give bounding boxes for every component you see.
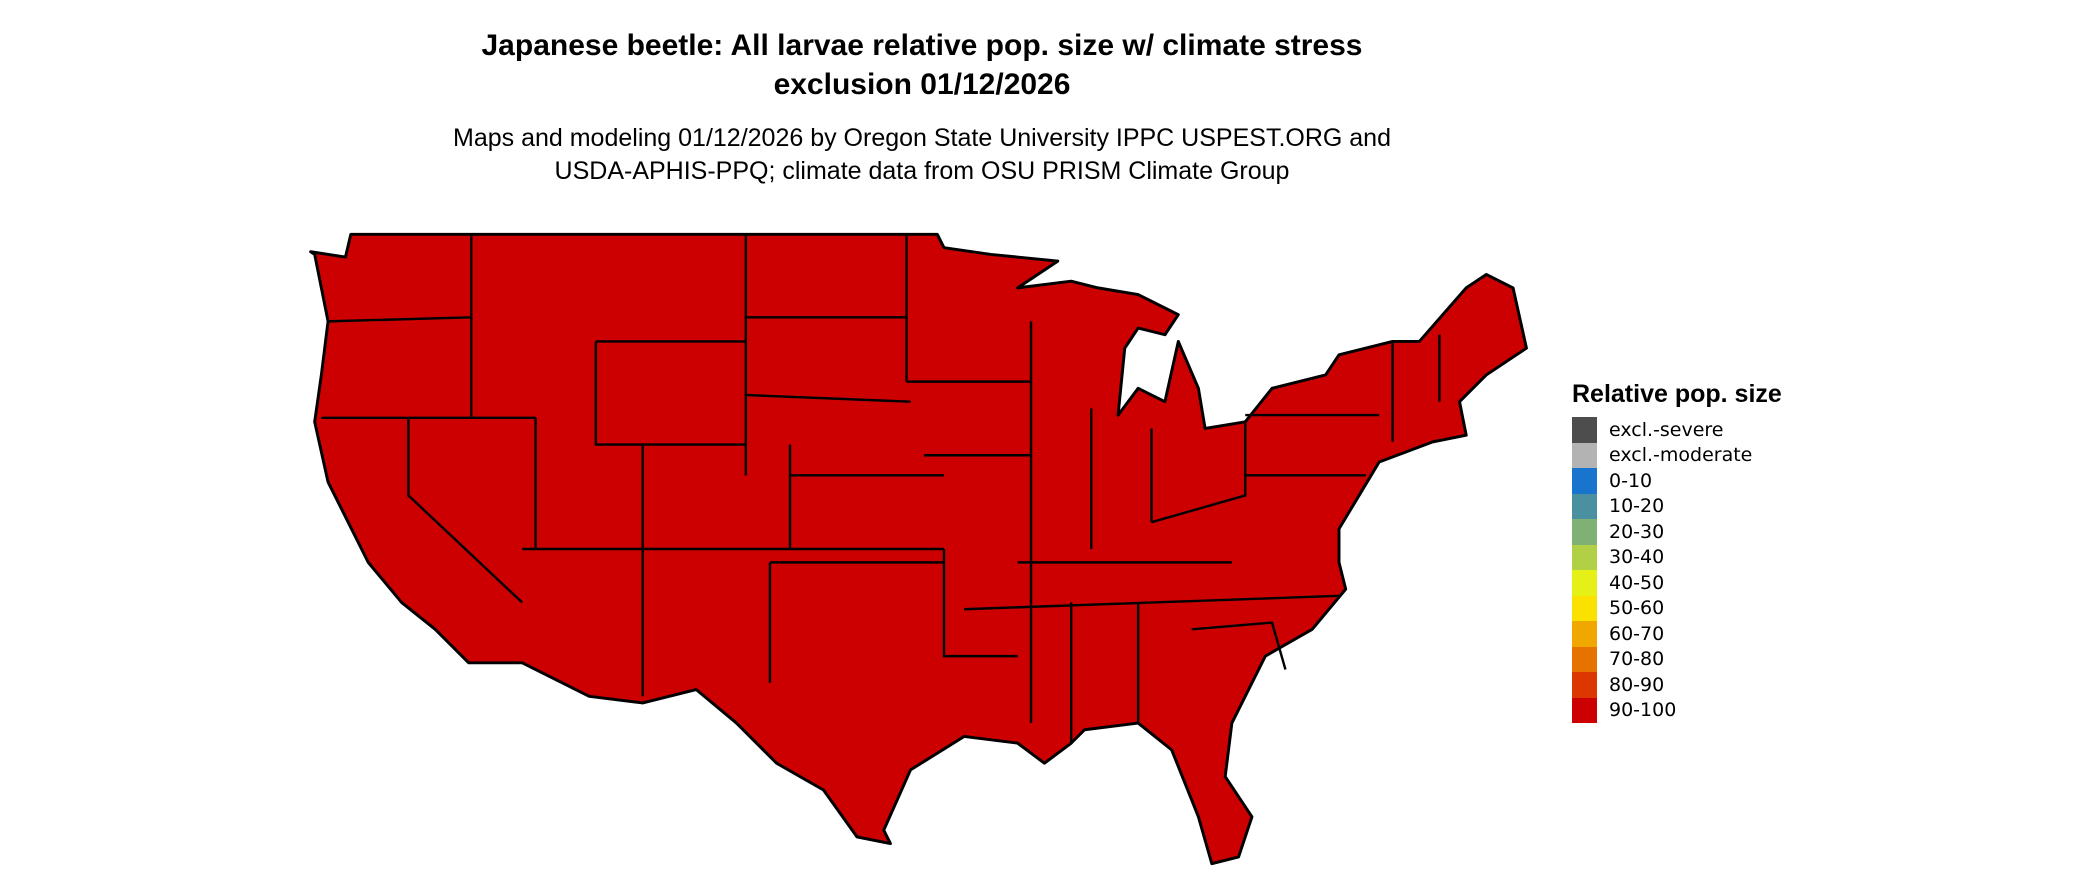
- legend-item: 30-40: [1572, 544, 1782, 570]
- legend-item: excl.-moderate: [1572, 442, 1782, 468]
- legend-item: 40-50: [1572, 570, 1782, 596]
- legend-item: 90-100: [1572, 697, 1782, 723]
- legend-label: 0-10: [1609, 469, 1653, 492]
- legend-swatch: [1572, 468, 1597, 494]
- legend-label: 20-30: [1609, 520, 1665, 543]
- legend-swatch: [1572, 417, 1597, 443]
- legend-swatch: [1572, 672, 1597, 698]
- map-title: Japanese beetle: All larvae relative pop…: [0, 26, 1844, 104]
- title-line-2: exclusion 01/12/2026: [773, 68, 1071, 101]
- legend-title: Relative pop. size: [1572, 380, 1782, 408]
- legend-item: 50-60: [1572, 595, 1782, 621]
- title-line-1: Japanese beetle: All larvae relative pop…: [481, 29, 1363, 62]
- legend-swatch: [1572, 544, 1597, 570]
- legend-items: excl.-severe excl.-moderate 0-10 10-20 20-30…: [1572, 417, 1782, 723]
- legend-label: excl.-severe: [1609, 418, 1724, 441]
- map-subtitle: Maps and modeling 01/12/2026 by Oregon S…: [0, 122, 1844, 188]
- legend-item: 0-10: [1572, 468, 1782, 494]
- legend-swatch: [1572, 493, 1597, 519]
- legend-label: 50-60: [1609, 597, 1665, 620]
- legend-label: 70-80: [1609, 648, 1665, 671]
- legend-swatch: [1572, 646, 1597, 672]
- legend-label: 30-40: [1609, 546, 1665, 569]
- legend-swatch: [1572, 442, 1597, 468]
- subtitle-line-2: USDA-APHIS-PPQ; climate data from OSU PR…: [554, 157, 1290, 185]
- legend-swatch: [1572, 621, 1597, 647]
- legend-swatch: [1572, 519, 1597, 545]
- legend-label: 90-100: [1609, 699, 1677, 722]
- subtitle-line-1: Maps and modeling 01/12/2026 by Oregon S…: [453, 124, 1391, 152]
- legend-item: 70-80: [1572, 646, 1782, 672]
- legend-swatch: [1572, 697, 1597, 723]
- legend-item: 10-20: [1572, 493, 1782, 519]
- legend-label: 10-20: [1609, 495, 1665, 518]
- legend-label: excl.-moderate: [1609, 444, 1753, 467]
- legend-item: 60-70: [1572, 621, 1782, 647]
- state-borders: [321, 234, 1441, 744]
- legend-label: 60-70: [1609, 622, 1665, 645]
- legend-swatch: [1572, 595, 1597, 621]
- legend-item: 80-90: [1572, 672, 1782, 698]
- legend-item: excl.-severe: [1572, 417, 1782, 443]
- legend-label: 40-50: [1609, 571, 1665, 594]
- legend-item: 20-30: [1572, 519, 1782, 545]
- legend: Relative pop. size excl.-severe excl.-mod…: [1572, 380, 1782, 723]
- legend-label: 80-90: [1609, 673, 1665, 696]
- legend-swatch: [1572, 570, 1597, 596]
